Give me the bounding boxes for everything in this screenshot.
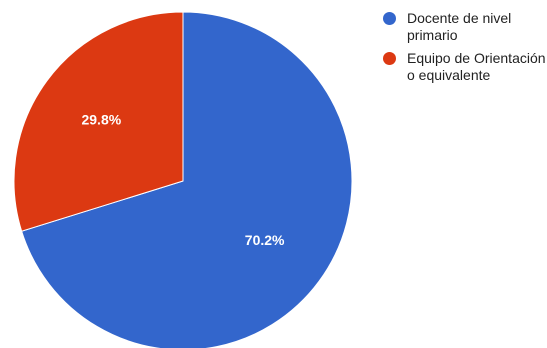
legend-label-equipo: Equipo de Orientación o equivalente <box>407 50 546 83</box>
legend-item-equipo: Equipo de Orientación o equivalente <box>381 50 547 84</box>
slice-label-docente: 70.2% <box>245 232 285 248</box>
legend-label-docente: Docente de nivel primario <box>407 10 511 43</box>
legend-item-docente: Docente de nivel primario <box>381 10 547 44</box>
legend: Docente de nivel primario Equipo de Orie… <box>381 10 547 90</box>
legend-swatch-docente <box>383 12 396 25</box>
legend-swatch-equipo <box>383 52 396 65</box>
slice-label-equipo: 29.8% <box>81 112 121 128</box>
